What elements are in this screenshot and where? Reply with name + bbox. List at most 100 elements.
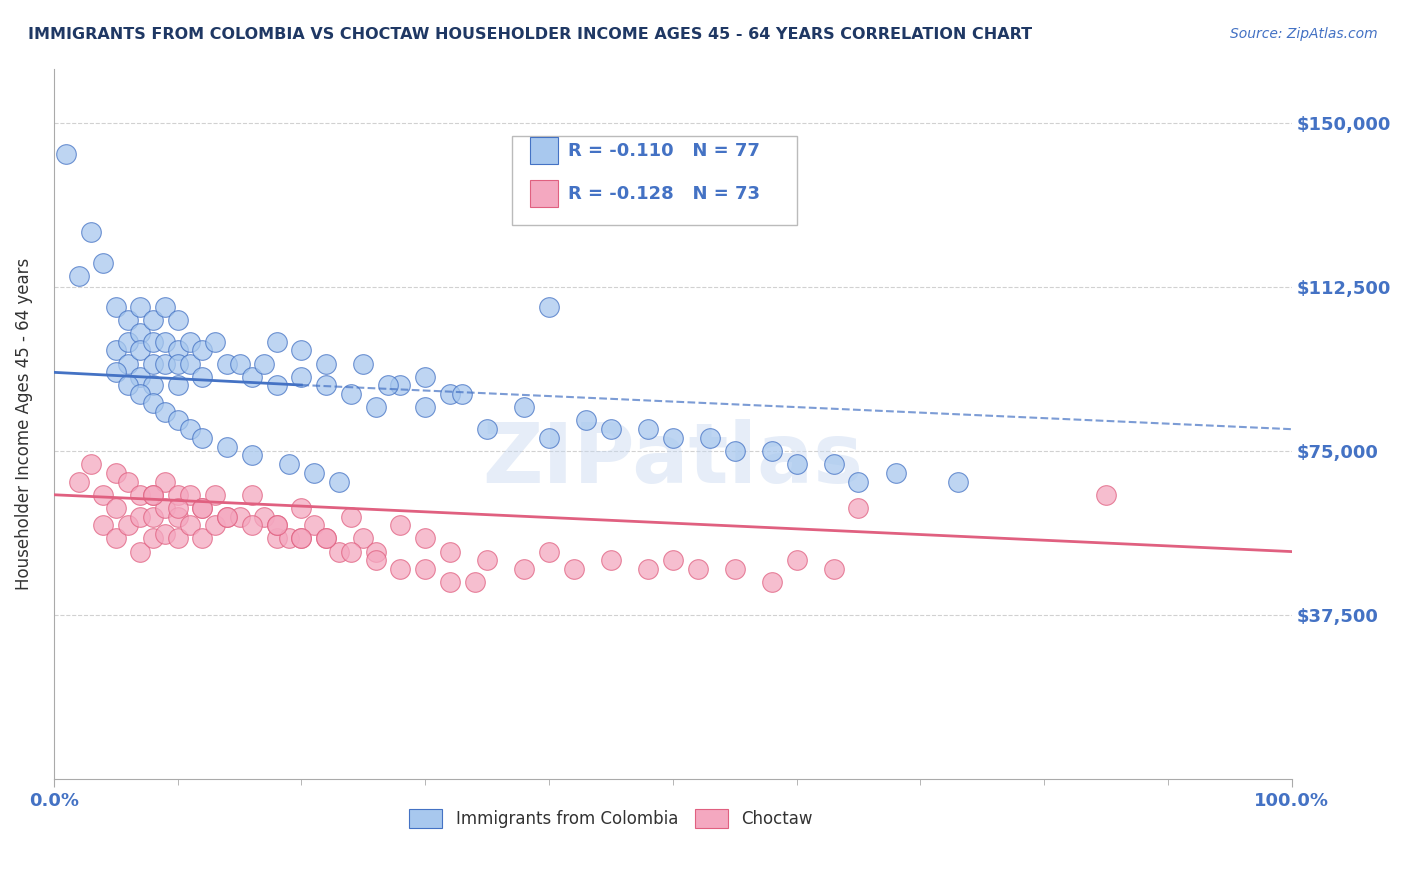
Point (142, 488, 165, 502)
Point (55, 146, 77, 161)
Point (278, 532, 301, 546)
Point (142, 357, 165, 371)
Point (413, 401, 436, 415)
Point (266, 518, 288, 533)
Point (93, 518, 115, 533)
Point (179, 334, 201, 349)
Point (228, 357, 250, 371)
Point (884, 466, 907, 480)
Point (946, 475, 969, 489)
Point (166, 500, 188, 515)
Point (67, 269, 90, 284)
Point (93, 256, 115, 270)
Point (328, 544, 350, 558)
Point (389, 562, 412, 576)
Point (637, 562, 659, 576)
Point (266, 518, 288, 533)
Point (823, 457, 845, 471)
Point (142, 532, 165, 546)
Point (328, 475, 350, 489)
Point (240, 449, 263, 463)
Point (340, 509, 363, 524)
Point (166, 357, 188, 371)
Point (575, 413, 598, 427)
Point (389, 378, 412, 392)
Point (278, 457, 301, 471)
Point (364, 401, 387, 415)
Point (80, 226, 103, 240)
Point (191, 431, 214, 445)
Point (117, 475, 139, 489)
Point (724, 562, 747, 576)
Point (129, 387, 152, 401)
Point (315, 532, 337, 546)
Point (129, 509, 152, 524)
Point (104, 300, 127, 314)
Point (166, 378, 188, 392)
Text: R = -0.128   N = 73: R = -0.128 N = 73 (568, 185, 759, 202)
Point (104, 532, 127, 546)
Point (253, 357, 276, 371)
Point (204, 488, 226, 502)
Point (155, 357, 177, 371)
Point (155, 334, 177, 349)
Point (104, 365, 127, 379)
Point (129, 544, 152, 558)
Point (117, 313, 139, 327)
Text: Source: ZipAtlas.com: Source: ZipAtlas.com (1230, 27, 1378, 41)
Point (302, 466, 325, 480)
Point (129, 369, 152, 384)
Point (104, 466, 127, 480)
Point (662, 431, 685, 445)
Point (117, 357, 139, 371)
Point (67, 475, 90, 489)
Point (191, 500, 214, 515)
Bar (530, 180, 558, 207)
Point (129, 488, 152, 502)
Point (315, 357, 337, 371)
Point (290, 343, 312, 358)
Point (217, 509, 239, 524)
Point (240, 369, 263, 384)
Point (389, 518, 412, 533)
Point (451, 387, 474, 401)
Point (848, 500, 870, 515)
Point (340, 387, 363, 401)
Point (315, 532, 337, 546)
Point (129, 300, 152, 314)
Point (513, 562, 536, 576)
Point (699, 431, 721, 445)
Point (204, 334, 226, 349)
Point (290, 532, 312, 546)
Point (80, 457, 103, 471)
Point (823, 562, 845, 576)
Point (240, 518, 263, 533)
Point (166, 413, 188, 427)
Point (117, 518, 139, 533)
Point (377, 378, 399, 392)
Point (253, 509, 276, 524)
Point (352, 357, 374, 371)
Point (475, 553, 498, 567)
Text: IMMIGRANTS FROM COLOMBIA VS CHOCTAW HOUSEHOLDER INCOME AGES 45 - 64 YEARS CORREL: IMMIGRANTS FROM COLOMBIA VS CHOCTAW HOUS… (28, 27, 1032, 42)
Point (155, 300, 177, 314)
Point (599, 422, 621, 436)
Point (562, 562, 585, 576)
Point (786, 457, 808, 471)
Point (786, 553, 808, 567)
Point (155, 405, 177, 419)
Point (1095, 488, 1118, 502)
Point (439, 387, 461, 401)
Point (364, 544, 387, 558)
Point (191, 532, 214, 546)
Point (315, 378, 337, 392)
Point (217, 440, 239, 454)
Point (290, 500, 312, 515)
Point (155, 527, 177, 541)
Point (724, 444, 747, 458)
Point (142, 313, 165, 327)
Point (155, 475, 177, 489)
Point (413, 369, 436, 384)
Point (142, 334, 165, 349)
Point (266, 532, 288, 546)
